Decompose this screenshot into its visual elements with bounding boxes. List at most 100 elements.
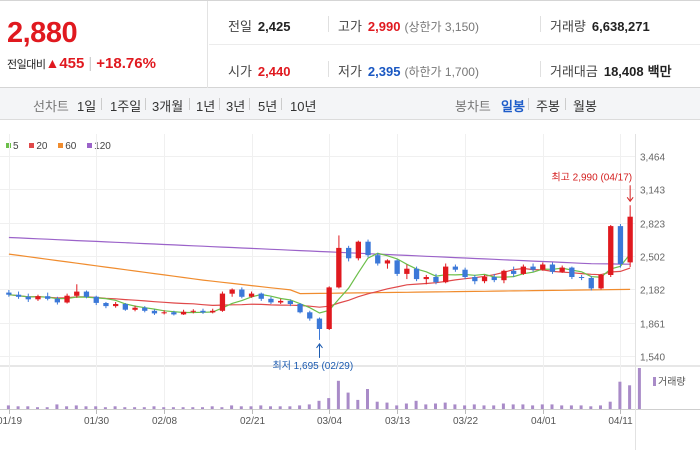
stat-volume: 거래량 6,638,271: [550, 16, 650, 35]
tab-daily[interactable]: 일봉: [501, 99, 525, 114]
legend-ma5: 5: [6, 141, 19, 152]
volume-bar: [395, 405, 399, 409]
candle-body: [481, 277, 488, 282]
candle-body: [326, 287, 332, 329]
stat-prev-close: 전일 2,425: [228, 16, 290, 35]
candle-body: [248, 293, 255, 297]
volume-bar: [191, 407, 195, 409]
change-percent: +18.76%: [96, 55, 156, 72]
legend-ma120: 120: [87, 141, 111, 152]
period-1d[interactable]: 1일: [77, 99, 97, 114]
x-tick-label: 03/22: [453, 416, 478, 427]
x-tick-label: 03/13: [385, 416, 410, 427]
x-tick-label: 01/30: [84, 416, 109, 427]
candle-body: [122, 304, 128, 310]
candle-body: [365, 241, 371, 256]
volume-bar: [482, 405, 486, 409]
candle-body: [54, 298, 60, 303]
legend-swatch: [6, 143, 11, 149]
price-summary: 2,880 전일대비▲455 | +18.76%: [0, 1, 208, 88]
volume-legend-label: 거래량: [658, 377, 686, 388]
volume-bar: [230, 405, 234, 409]
stat-value: 2,395: [367, 64, 401, 79]
candle-body: [180, 311, 187, 315]
candle-body: [443, 266, 449, 283]
stat-label: 거래대금: [550, 64, 598, 79]
legend-swatch: [87, 143, 93, 149]
candle-body: [549, 264, 556, 272]
change-value: 455: [59, 55, 85, 72]
volume-bar: [123, 407, 127, 409]
stat-value: 2,990: [367, 19, 401, 34]
candle-body: [336, 247, 342, 288]
period-3m[interactable]: 3개월: [152, 99, 184, 114]
volume-bar: [45, 407, 49, 409]
volume-bar: [366, 389, 369, 409]
candle-body: [239, 289, 245, 297]
stat-unit: 백만: [647, 64, 672, 79]
volume-bar: [113, 406, 117, 409]
volume-bar: [26, 406, 30, 409]
quote-header: 2,880 전일대비▲455 | +18.76% 전일 2,425 고가 2,990 (상…: [0, 0, 700, 88]
candle-body: [598, 274, 604, 289]
tab-monthly[interactable]: 월봉: [573, 99, 597, 114]
change-label: 전일대비: [7, 59, 46, 71]
x-tick-label: 04/11: [608, 416, 633, 427]
volume-bar: [414, 400, 418, 409]
candle-body: [501, 270, 507, 281]
period-5y[interactable]: 5년: [258, 99, 278, 114]
low-arrow-head: [316, 343, 323, 349]
tab-weekly[interactable]: 주봉: [536, 99, 560, 114]
volume-bar: [133, 407, 137, 409]
volume-bar: [201, 407, 204, 409]
ma60-line: [8, 253, 631, 295]
candle-body: [452, 266, 458, 270]
candle-body: [355, 241, 361, 259]
divider: [101, 98, 102, 110]
divider: [540, 16, 541, 32]
candle-body: [297, 304, 303, 313]
volume-bar: [259, 405, 263, 409]
y-tick-label: 3,143: [640, 186, 665, 197]
volume-bar: [171, 407, 175, 409]
divider: [145, 98, 146, 110]
line-chart-label: 선차트: [33, 99, 69, 114]
volume-bar: [375, 401, 379, 409]
candle-body: [617, 226, 624, 264]
volume-bar: [210, 406, 214, 409]
volume-bar: [94, 406, 98, 409]
y-tick-label: 2,823: [640, 220, 665, 231]
period-1w[interactable]: 1주일: [110, 99, 142, 114]
volume-bar: [317, 400, 321, 409]
candle-body: [113, 304, 119, 307]
divider: [328, 16, 329, 32]
volume-bar: [385, 402, 389, 409]
volume-bar: [463, 405, 467, 409]
volume-bar: [55, 404, 59, 409]
candle-body: [6, 292, 12, 295]
volume-bar: [608, 401, 612, 409]
period-3y[interactable]: 3년: [226, 99, 246, 114]
candle-body: [219, 293, 226, 311]
candle-body: [287, 300, 293, 304]
volume-bar: [36, 407, 39, 409]
legend-label: 5: [13, 141, 19, 152]
period-1y[interactable]: 1년: [196, 99, 216, 114]
x-tick-label: 02/21: [240, 416, 265, 427]
legend-ma60: 60: [58, 141, 76, 152]
divider: [540, 61, 541, 77]
stat-label: 고가: [338, 19, 362, 34]
candle-body: [25, 296, 31, 300]
volume-bar: [249, 406, 253, 409]
period-10y[interactable]: 10년: [290, 99, 317, 114]
price-chart[interactable]: 3,464 3,143 2,823 2,502 2,182 1,861 1,540 01/19…: [0, 120, 700, 450]
candle-body: [433, 277, 439, 283]
volume-bar: [579, 405, 583, 409]
candle-body: [559, 267, 565, 272]
price-change: 전일대비▲455 | +18.76%: [7, 55, 156, 72]
candle-body: [384, 260, 391, 264]
x-tick-label: 01/19: [0, 416, 22, 427]
candle-body: [35, 296, 41, 300]
volume-bar: [540, 404, 544, 409]
volume-bar: [6, 405, 10, 409]
